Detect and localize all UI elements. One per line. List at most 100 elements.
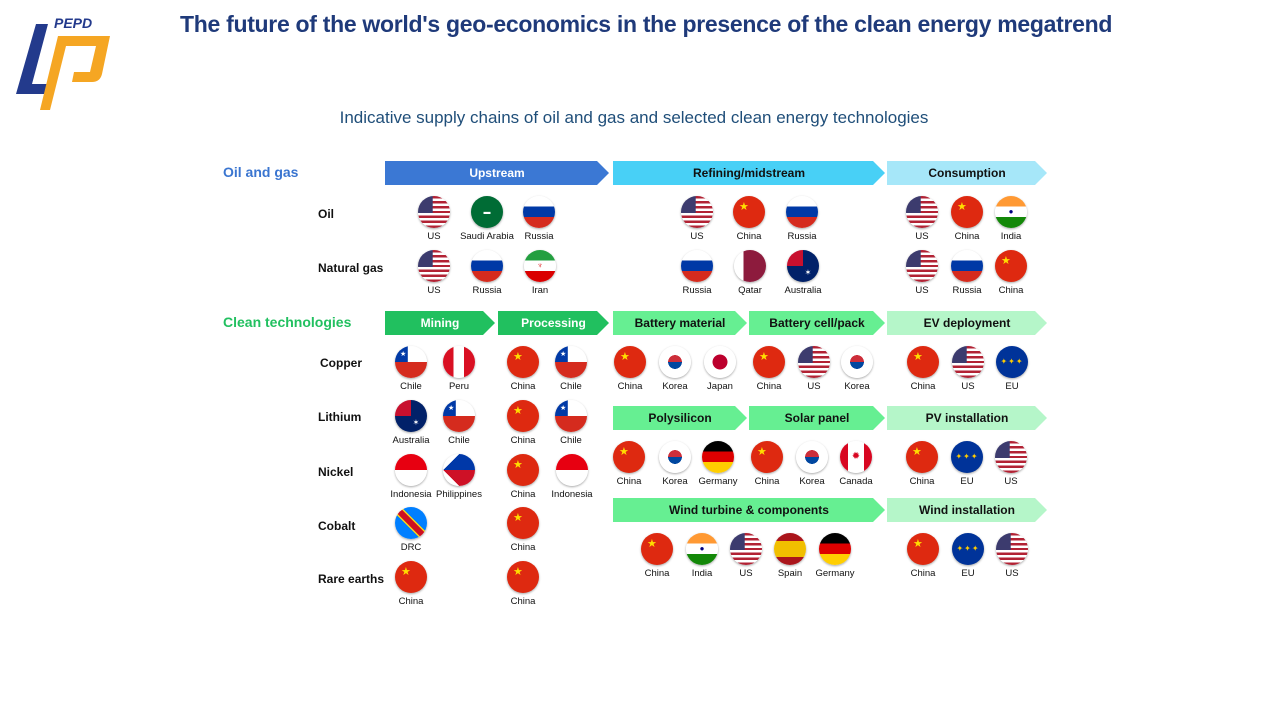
stage-pv-installation: PV installation	[887, 406, 1047, 430]
country-label: Chile	[400, 381, 422, 392]
stage-refining-midstream: Refining/midstream	[613, 161, 885, 185]
flag-china-icon: ★	[507, 507, 539, 539]
country-label: China	[510, 381, 536, 392]
country-label: Qatar	[738, 285, 762, 296]
country-label: China	[616, 476, 642, 487]
country-label: US	[1005, 568, 1019, 579]
flag-chile-icon: ★	[555, 400, 587, 432]
flag-us-icon	[996, 533, 1028, 565]
flag-china-icon: ★	[507, 454, 539, 486]
flag-iran-icon: ♆	[524, 250, 556, 282]
flag-australia-icon: ✶	[395, 400, 427, 432]
stage-processing: Processing	[498, 311, 609, 335]
stage-wind-turbine-components: Wind turbine & components	[613, 498, 885, 522]
country-label: China	[644, 568, 670, 579]
country-label: Korea	[799, 476, 825, 487]
country-label: Russia	[682, 285, 712, 296]
flag-korea-icon	[659, 441, 691, 473]
flag-russia-icon	[681, 250, 713, 282]
country-label: China	[510, 542, 536, 553]
country-label: Korea	[844, 381, 870, 392]
country-label: China	[736, 231, 762, 242]
flag-eu-icon: ✦✦✦	[996, 346, 1028, 378]
flag-eu-icon: ✦✦✦	[952, 533, 984, 565]
flag-germany-icon	[819, 533, 851, 565]
country-label: DRC	[400, 542, 422, 553]
country-label: Germany	[698, 476, 738, 487]
flag-china-icon: ★	[507, 346, 539, 378]
country-label: US	[961, 381, 975, 392]
flag-china-icon: ★	[614, 346, 646, 378]
country-label: Chile	[560, 381, 582, 392]
country-label: EU	[960, 476, 974, 487]
flag-china-icon: ★	[507, 400, 539, 432]
section-oil-gas: Oil and gas	[223, 164, 299, 180]
flag-russia-icon	[523, 196, 555, 228]
country-label: Korea	[662, 381, 688, 392]
flag-korea-icon	[659, 346, 691, 378]
country-label: US	[739, 568, 753, 579]
country-label: Canada	[839, 476, 873, 487]
country-label: US	[690, 231, 704, 242]
flag-chile-icon: ★	[555, 346, 587, 378]
flag-china-icon: ★	[995, 250, 1027, 282]
flag-china-icon: ★	[613, 441, 645, 473]
flag-drc-icon	[395, 507, 427, 539]
svg-text:PEPD: PEPD	[54, 15, 92, 31]
subtitle: Indicative supply chains of oil and gas …	[339, 108, 929, 127]
flag-india-icon: ●	[686, 533, 718, 565]
flag-chile-icon: ★	[443, 400, 475, 432]
stage-battery-material: Battery material	[613, 311, 747, 335]
country-label: India	[1000, 231, 1022, 242]
flag-korea-icon	[796, 441, 828, 473]
country-label: Saudi Arabia	[460, 231, 514, 242]
country-label: Russia	[952, 285, 982, 296]
country-label: China	[998, 285, 1024, 296]
flag-us-icon	[995, 441, 1027, 473]
country-label: US	[807, 381, 821, 392]
row-label-lithium: Lithium	[318, 410, 362, 424]
country-label: Chile	[560, 435, 582, 446]
row-label-copper: Copper	[320, 356, 362, 370]
flag-india-icon: ●	[995, 196, 1027, 228]
flag-china-icon: ★	[753, 346, 785, 378]
row-label-rare-earths: Rare earths	[318, 572, 385, 586]
country-label: Indonesia	[551, 489, 593, 500]
stage-battery-cell-pack: Battery cell/pack	[749, 311, 885, 335]
flag-russia-icon	[951, 250, 983, 282]
country-label: Russia	[524, 231, 554, 242]
country-label: Spain	[777, 568, 803, 579]
flag-china-icon: ★	[395, 561, 427, 593]
flag-us-icon	[418, 196, 450, 228]
row-label-nickel: Nickel	[318, 465, 354, 479]
flag-spain-icon	[774, 533, 806, 565]
flag-us-icon	[418, 250, 450, 282]
page-title: The future of the world's geo-economics …	[180, 11, 1113, 37]
flag-us-icon	[798, 346, 830, 378]
section-clean-technologies: Clean technologies	[223, 314, 352, 330]
country-label: China	[510, 489, 536, 500]
country-label: China	[910, 381, 936, 392]
row-label-oil: Oil	[318, 207, 335, 221]
pepd-logo: PEPD	[16, 15, 110, 110]
country-label: EU	[961, 568, 975, 579]
stage-upstream: Upstream	[385, 161, 609, 185]
country-label: China	[910, 568, 936, 579]
flag-china-icon: ★	[507, 561, 539, 593]
flag-russia-icon	[786, 196, 818, 228]
flag-indonesia-icon	[556, 454, 588, 486]
country-label: US	[915, 285, 929, 296]
flag-us-icon	[906, 196, 938, 228]
country-label: India	[691, 568, 713, 579]
flag-qatar-icon	[734, 250, 766, 282]
flag-china-icon: ★	[907, 346, 939, 378]
flag-china-icon: ★	[751, 441, 783, 473]
stage-wind-installation: Wind installation	[887, 498, 1047, 522]
stage-solar-panel: Solar panel	[749, 406, 885, 430]
country-label: US	[427, 285, 441, 296]
country-label: China	[756, 381, 782, 392]
flag-canada-icon: ✹	[840, 441, 872, 473]
flag-chile-icon: ★	[395, 346, 427, 378]
country-label: China	[510, 596, 536, 607]
country-label: Germany	[815, 568, 855, 579]
